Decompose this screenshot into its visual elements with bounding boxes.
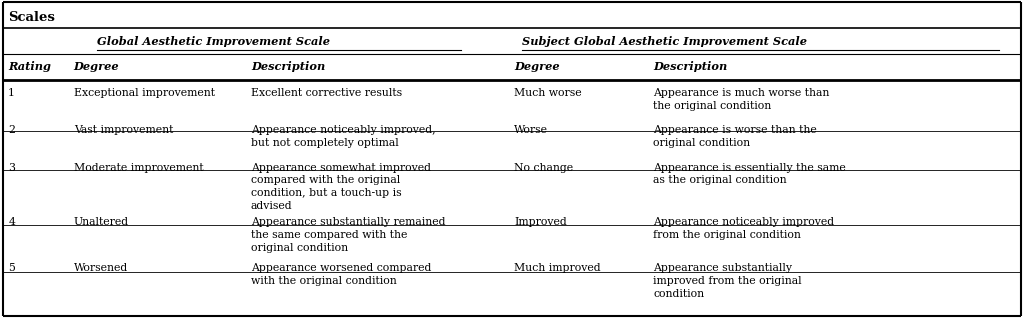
Text: Much improved: Much improved: [514, 263, 601, 273]
Text: 2: 2: [8, 125, 15, 135]
Text: Appearance is worse than the
original condition: Appearance is worse than the original co…: [653, 125, 817, 148]
Text: Appearance worsened compared
with the original condition: Appearance worsened compared with the or…: [251, 263, 431, 286]
Text: 3: 3: [8, 163, 15, 173]
Text: Appearance noticeably improved,
but not completely optimal: Appearance noticeably improved, but not …: [251, 125, 435, 148]
Text: Degree: Degree: [74, 62, 120, 72]
Text: Appearance somewhat improved
compared with the original
condition, but a touch-u: Appearance somewhat improved compared wi…: [251, 163, 431, 211]
Text: Rating: Rating: [8, 62, 51, 72]
Text: Exceptional improvement: Exceptional improvement: [74, 88, 215, 98]
Text: Scales: Scales: [8, 11, 55, 24]
Text: 5: 5: [8, 263, 15, 273]
Text: Worse: Worse: [514, 125, 548, 135]
Text: Description: Description: [653, 62, 728, 72]
Text: Appearance noticeably improved
from the original condition: Appearance noticeably improved from the …: [653, 217, 835, 240]
Text: Vast improvement: Vast improvement: [74, 125, 173, 135]
Text: Appearance substantially remained
the same compared with the
original condition: Appearance substantially remained the sa…: [251, 217, 445, 253]
Text: Improved: Improved: [514, 217, 567, 227]
Text: Global Aesthetic Improvement Scale: Global Aesthetic Improvement Scale: [97, 36, 331, 47]
Text: Much worse: Much worse: [514, 88, 582, 98]
Text: No change: No change: [514, 163, 573, 173]
Text: 1: 1: [8, 88, 15, 98]
Text: Excellent corrective results: Excellent corrective results: [251, 88, 402, 98]
Text: 4: 4: [8, 217, 15, 227]
Text: Appearance is essentially the same
as the original condition: Appearance is essentially the same as th…: [653, 163, 846, 185]
Text: Subject Global Aesthetic Improvement Scale: Subject Global Aesthetic Improvement Sca…: [522, 36, 807, 47]
Text: Appearance is much worse than
the original condition: Appearance is much worse than the origin…: [653, 88, 829, 110]
Text: Appearance substantially
improved from the original
condition: Appearance substantially improved from t…: [653, 263, 802, 299]
Text: Description: Description: [251, 62, 326, 72]
Text: Moderate improvement: Moderate improvement: [74, 163, 204, 173]
Text: Degree: Degree: [514, 62, 560, 72]
Text: Unaltered: Unaltered: [74, 217, 129, 227]
Text: Worsened: Worsened: [74, 263, 128, 273]
